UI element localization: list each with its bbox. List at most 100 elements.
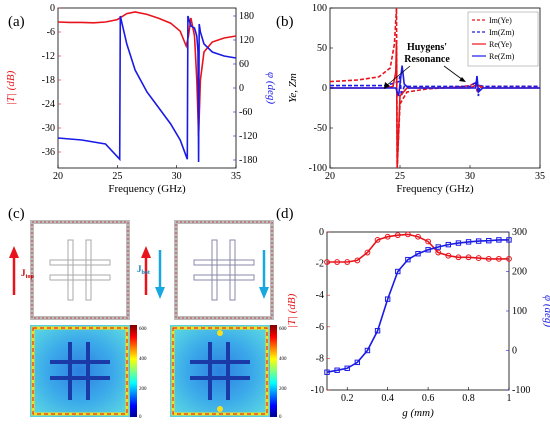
y-tick-label-left-a: -24 — [42, 99, 55, 110]
svg-text:400: 400 — [279, 357, 287, 362]
marker-d-square — [384, 296, 391, 302]
y-tick-label-right-a: -60 — [239, 107, 252, 118]
unit-cell-top-current — [30, 220, 130, 320]
chart-b: 20 25 30 35 100 50 0 -50 -100 Frequency (GHz) Ye… — [287, 3, 545, 195]
x-tick-label-b: 25 — [395, 171, 405, 182]
unit-cell-bot-current — [174, 220, 274, 320]
marker-d-square — [506, 237, 512, 243]
annotation-arrow-right — [443, 65, 464, 81]
chart-d: 0.2 0.4 0.6 0.8 10-2-4-6-8-103002001000-100 … — [286, 227, 550, 419]
annotation-line-1: Huygens' — [407, 42, 447, 53]
y-tick-label-left-a: -6 — [47, 27, 55, 38]
marker-d-square — [435, 244, 441, 250]
ylabel-left-a: |T| (dB) — [5, 70, 17, 105]
marker-d-square — [425, 247, 431, 253]
y-tick-label-right-d: 300 — [512, 227, 527, 238]
x-tick-label-d: 0.6 — [422, 393, 435, 404]
x-tick-label-b: 30 — [465, 171, 475, 182]
y-tick-label-right-d: -100 — [512, 385, 530, 396]
y-tick-label-left-d: -8 — [316, 353, 324, 364]
ylabel-right-a: φ (deg) — [265, 72, 277, 104]
series-d-1 — [326, 239, 509, 373]
legend-label-re-ye: Re(Ye) — [489, 40, 512, 49]
y-tick-label-left-d: -4 — [316, 290, 324, 301]
marker-d-square — [455, 240, 462, 246]
y-tick-label-left-a: -30 — [42, 123, 55, 134]
y-tick-label-b: 100 — [312, 3, 327, 14]
legend-label-im-zm: Im(Zm) — [489, 28, 515, 37]
chart-a: 20 25 30 35 0 -6 -12 -18 -24 -30 -36 180 120 60 0 -60 -1… — [5, 3, 277, 195]
marker-d-circle — [324, 259, 330, 265]
y-tick-label-left-d: -10 — [311, 385, 324, 396]
plot-frame-a — [57, 7, 237, 169]
y-tick-label-left-d: 0 — [319, 227, 324, 238]
y-tick-label-right-d: 100 — [512, 306, 527, 317]
marker-d-square — [354, 359, 361, 366]
marker-d-circle — [354, 257, 361, 264]
panel-label-a: (a) — [8, 14, 25, 30]
panel-label-d: (d) — [276, 206, 294, 222]
panel-label-c: (c) — [8, 206, 25, 222]
y-tick-label-b: 50 — [317, 43, 327, 54]
marker-d-circle — [344, 259, 351, 265]
series-a-1 — [58, 15, 236, 163]
x-tick-label-d: 0.8 — [462, 393, 475, 404]
xlabel-b: Frequency (GHz) — [396, 183, 474, 195]
arrow-j-top: Jtop — [9, 246, 151, 295]
x-tick-label-d: 0.2 — [341, 393, 354, 404]
annotation-arrow-left — [385, 65, 411, 87]
annotation-huygens: Huygens' Resonance — [384, 42, 466, 89]
colorbar-ticks-right: 600 400 200 0 — [279, 327, 287, 420]
marker-d-circle — [415, 233, 421, 240]
series-b-1 — [330, 75, 540, 97]
series-d-0 — [327, 233, 509, 263]
ylabel-right-d: φ (deg) — [542, 295, 550, 327]
j-top-label: Jtop — [21, 268, 34, 280]
xlabel-a: Frequency (GHz) — [108, 183, 186, 195]
marker-d-square — [334, 367, 340, 373]
y-tick-label-b: -50 — [314, 123, 327, 134]
y-tick-label-right-d: 0 — [512, 346, 517, 357]
marker-d-circle — [394, 232, 401, 239]
x-tick-label-a: 25 — [112, 171, 122, 182]
legend-label-re-zm: Re(Zm) — [489, 52, 515, 61]
y-tick-label-right-a: 60 — [239, 59, 249, 70]
marker-d-circle — [334, 259, 341, 265]
colorbar-ticks-left: 600 400 200 0 — [139, 327, 147, 420]
marker-d-circle — [455, 254, 462, 261]
y-tick-label-left-d: -2 — [316, 259, 324, 270]
j-bot-label: Jbot — [137, 264, 150, 276]
svg-text:600: 600 — [139, 327, 147, 332]
series-a-0 — [58, 11, 236, 137]
x-tick-label-d: 0.4 — [381, 393, 394, 404]
marker-d-circle — [506, 255, 512, 262]
y-tick-label-left-a: -18 — [42, 75, 55, 86]
marker-d-circle — [435, 249, 442, 256]
marker-d-square — [374, 328, 381, 334]
marker-d-circle — [465, 254, 472, 261]
marker-d-circle — [485, 255, 492, 262]
field-maps: Jtop Jbot — [9, 220, 287, 420]
svg-text:0: 0 — [139, 415, 142, 420]
y-tick-label-b: -100 — [309, 163, 327, 174]
panel-label-b: (b) — [276, 14, 294, 30]
marker-d-circle — [364, 249, 371, 256]
legend-b: Im(Ye) Im(Zm) Re(Ye) Re(Zm) — [467, 11, 539, 67]
ylabel-b: Ye, Zm — [287, 73, 299, 103]
marker-d-circle — [475, 255, 482, 261]
y-tick-label-right-a: -180 — [239, 155, 257, 166]
marker-d-square — [415, 251, 421, 257]
marker-d-square — [395, 268, 401, 275]
y-tick-label-right-a: 120 — [239, 35, 254, 46]
svg-text:600: 600 — [279, 327, 287, 332]
marker-d-square — [364, 347, 371, 354]
y-tick-label-left-a: -12 — [42, 51, 55, 62]
marker-d-square — [344, 365, 350, 371]
x-tick-label-b: 35 — [535, 171, 545, 182]
x-tick-label-a: 30 — [172, 171, 182, 182]
x-tick-label-a: 35 — [231, 171, 241, 182]
marker-d-circle — [384, 233, 391, 240]
marker-d-square — [445, 241, 452, 248]
field-map-right — [170, 325, 277, 417]
